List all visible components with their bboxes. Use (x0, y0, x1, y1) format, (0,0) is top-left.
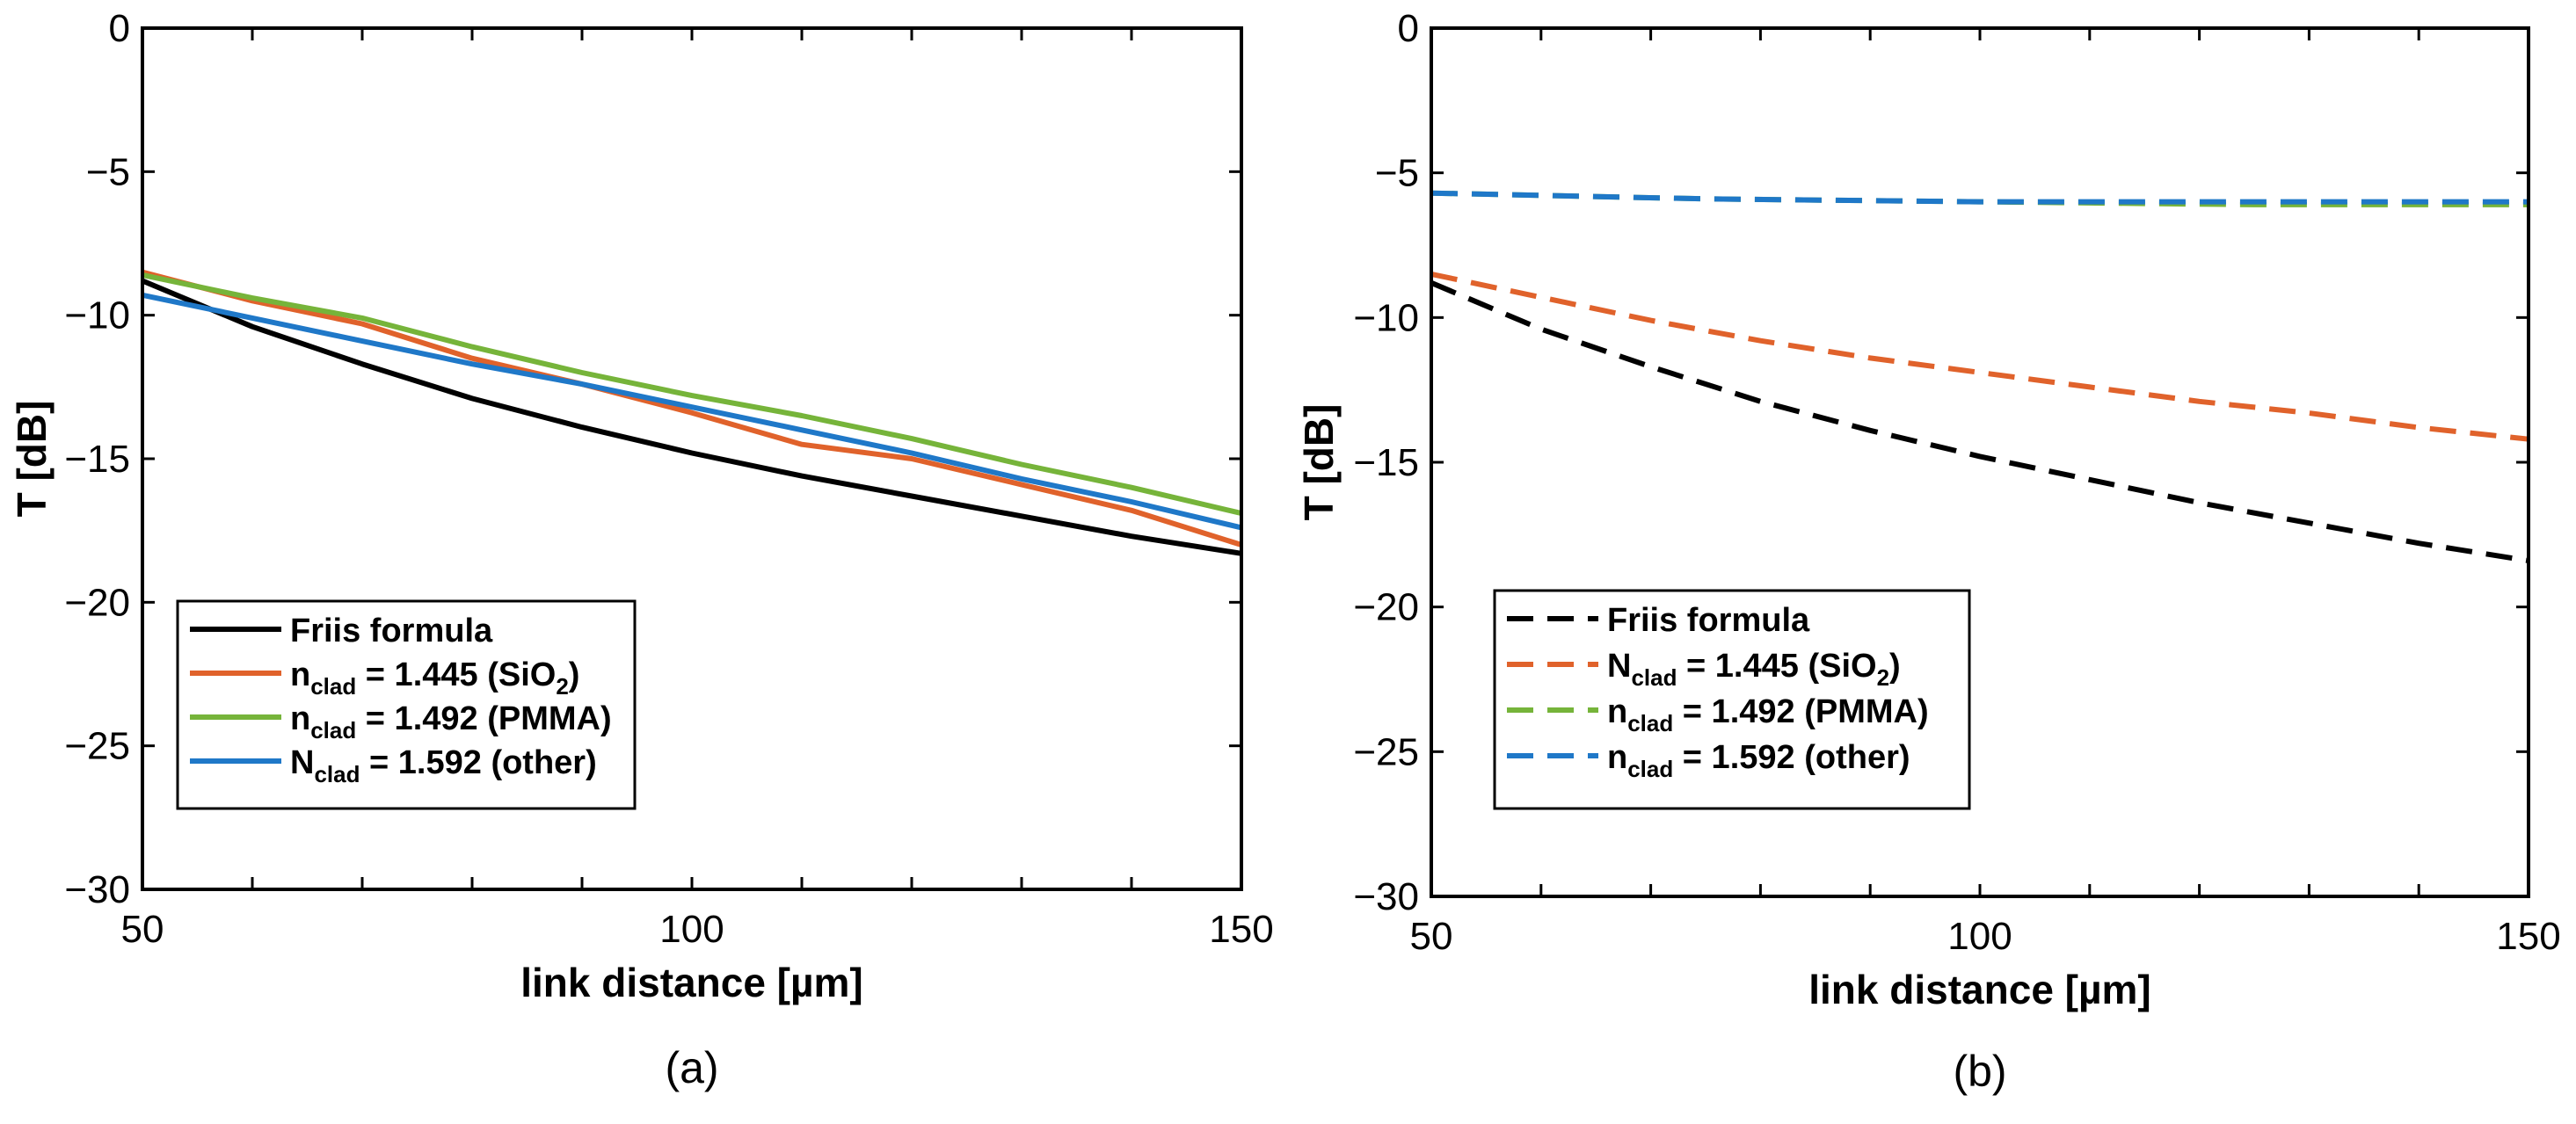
legend-label-text: = 1.492 (PMMA) (1673, 693, 1928, 730)
series-line-4 (1430, 190, 2529, 205)
series-line-1 (1430, 280, 2529, 563)
y-tick-label: −15 (64, 438, 130, 481)
legend-label-2: nclad = 1.445 (SiO2) (290, 656, 579, 700)
legend-label-3: nclad = 1.492 (PMMA) (1607, 693, 1929, 736)
y-tick-label: −20 (1353, 586, 1419, 629)
legend-label-1: Friis formula (290, 613, 493, 649)
legend-label-subscript: clad (1627, 756, 1673, 782)
series-line-4 (142, 292, 1242, 531)
legend-label-base: n (1607, 693, 1627, 730)
legend-label-subscript: clad (310, 673, 356, 700)
y-tick-label: −30 (1353, 875, 1419, 918)
legend-label-subscript: clad (310, 717, 356, 743)
y-tick-label: −5 (86, 150, 130, 193)
legend-label-subscript: clad (1631, 664, 1677, 691)
legend-label-3: nclad = 1.492 (PMMA) (290, 700, 612, 743)
legend-label-end: ) (1889, 648, 1901, 685)
x-tick-label: 150 (1209, 908, 1273, 951)
legend-label-base: N (1607, 648, 1631, 685)
legend-box (1493, 589, 1971, 810)
x-tick-label: 100 (659, 908, 724, 951)
x-axis-label: link distance [µm] (1808, 967, 2150, 1012)
legend-label-base: n (290, 656, 310, 693)
legend-label-subscript-2: 2 (556, 673, 568, 700)
y-tick-label: 0 (1398, 7, 1419, 50)
legend-label-base: n (290, 700, 310, 737)
legend-label-subscript: clad (314, 761, 360, 787)
x-tick-label: 100 (1947, 915, 2012, 958)
legend-label-base: Friis formula (1607, 602, 1810, 639)
legend-label-subscript: clad (1627, 710, 1673, 736)
legend-label-text: = 1.445 (SiO (1677, 648, 1876, 685)
series-line-3 (142, 272, 1242, 517)
x-tick-label: 150 (2496, 915, 2560, 958)
y-tick-label: −10 (64, 294, 130, 337)
x-axis-label: link distance [µm] (520, 960, 862, 1005)
legend-label-end: ) (569, 656, 580, 693)
y-axis-label: T [dB] (1296, 404, 1342, 521)
panel-caption: (b) (1953, 1047, 2006, 1096)
legend-label-text: = 1.445 (SiO (356, 656, 556, 693)
legend-label-base: n (1607, 739, 1627, 776)
panel-caption: (a) (665, 1043, 718, 1092)
x-tick-label: 50 (1410, 915, 1453, 958)
y-tick-label: −25 (1353, 730, 1419, 773)
legend-label-base: N (290, 744, 314, 781)
legend-box (176, 599, 637, 810)
y-axis-label: T [dB] (9, 401, 55, 518)
y-tick-label: −30 (64, 868, 130, 911)
y-tick-label: −25 (64, 725, 130, 768)
y-tick-label: −10 (1353, 296, 1419, 339)
y-tick-label: −15 (1353, 441, 1419, 484)
x-tick-label: 50 (121, 908, 164, 951)
series-line-2 (1430, 271, 2529, 442)
y-tick-label: 0 (109, 7, 130, 50)
legend-label-4: Nclad = 1.592 (other) (290, 744, 597, 787)
legend-label-text: = 1.592 (other) (1673, 739, 1910, 776)
y-tick-label: −20 (64, 581, 130, 624)
y-tick-label: −5 (1375, 152, 1419, 195)
legend-label-text: = 1.592 (other) (360, 744, 596, 781)
legend-label-1: Friis formula (1607, 602, 1810, 639)
series-line-1 (141, 278, 1242, 556)
legend-label-subscript-2: 2 (1877, 664, 1889, 691)
legend-label-text: = 1.492 (PMMA) (356, 700, 611, 737)
series-line-2 (142, 269, 1242, 547)
legend-label-4: nclad = 1.592 (other) (1607, 739, 1910, 782)
legend-label-2: Nclad = 1.445 (SiO2) (1607, 648, 1901, 691)
legend-label-base: Friis formula (290, 613, 493, 649)
